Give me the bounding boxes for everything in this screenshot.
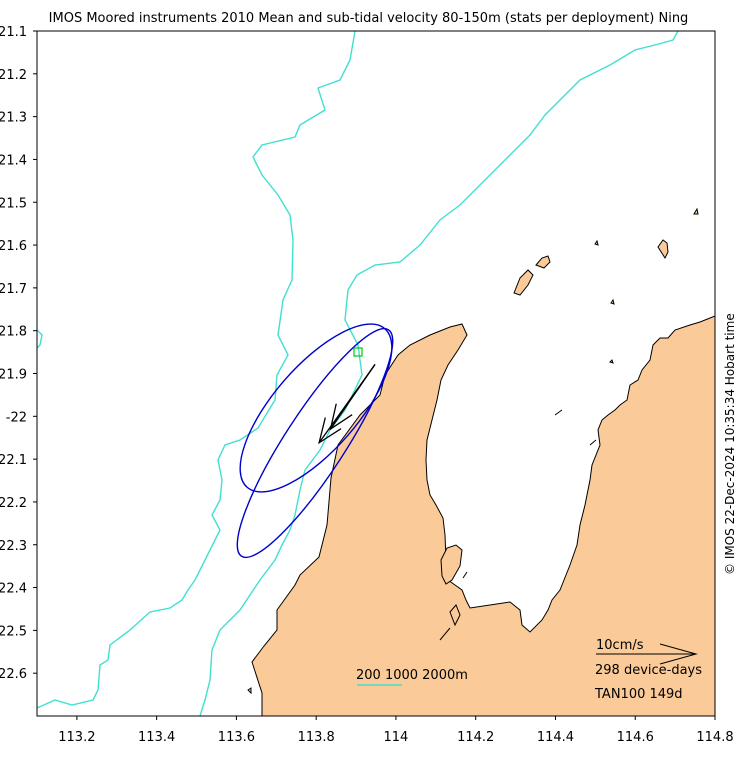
y-tick-label: -22.6	[0, 667, 27, 682]
y-tick-label: -21.1	[0, 25, 27, 40]
device-days-label: 298 device-days	[595, 663, 702, 678]
x-tick-label: 114.6	[617, 730, 654, 745]
velocity-vectors	[318, 363, 376, 445]
deployment-label: TAN100 149d	[594, 687, 683, 702]
variance-ellipse	[236, 327, 394, 559]
y-tick-label: -21.8	[0, 325, 27, 340]
y-tick-label: -22.1	[0, 453, 27, 468]
x-tick-label: 113.4	[138, 730, 175, 745]
scale-arrowhead	[659, 643, 698, 665]
x-tick-label: 113.8	[298, 730, 335, 745]
y-tick-label: -21.4	[0, 153, 27, 168]
x-tick-label: 114.4	[537, 730, 574, 745]
y-tick-label: -22.4	[0, 582, 27, 597]
y-tick-label: -22.2	[0, 496, 27, 511]
y-tick-label: -22.5	[0, 624, 27, 639]
chart-title: IMOS Moored instruments 2010 Mean and su…	[48, 11, 689, 26]
y-tick-label: -22	[6, 410, 27, 425]
y-tick-label: -22.3	[0, 539, 27, 554]
variance-ellipses	[236, 323, 394, 559]
x-tick-label: 113.2	[58, 730, 95, 745]
vector-head	[329, 403, 353, 431]
y-tick-label: -21.3	[0, 111, 27, 126]
y-tick-label: -21.7	[0, 282, 27, 297]
coast-details	[439, 409, 597, 641]
scale-label: 10cm/s	[596, 638, 644, 653]
x-tick-label: 113.6	[218, 730, 255, 745]
velocity-vector	[329, 364, 376, 431]
y-tick-label: -21.2	[0, 68, 27, 83]
mooring-marker	[353, 347, 363, 357]
isobath-lines	[36, 30, 679, 717]
x-tick-label: 114.8	[696, 730, 733, 745]
vector-head	[318, 417, 342, 445]
x-tick-label: 114.2	[457, 730, 494, 745]
x-tick-label: 114	[384, 730, 409, 745]
timestamp-label: © IMOS 22-Dec-2024 10:35:34 Hobart time	[723, 313, 737, 575]
y-tick-label: -21.9	[0, 368, 27, 383]
legend: 10cm/s 298 device-days TAN100 149d 200 1…	[356, 638, 702, 702]
vector-shaft	[329, 364, 376, 430]
land-mass	[247, 207, 716, 717]
y-tick-label: -21.6	[0, 239, 27, 254]
y-tick-label: -21.5	[0, 196, 27, 211]
x-axis: 113.2 113.4 113.6 113.8 114 114.2 114.4 114.6 11…	[58, 716, 734, 745]
isobath-legend-label: 200 1000 2000m	[356, 668, 468, 683]
y-axis: -21.1 -21.2 -21.3 -21.4 -21.5 -21.6 -21.7 -21.8…	[0, 25, 37, 682]
